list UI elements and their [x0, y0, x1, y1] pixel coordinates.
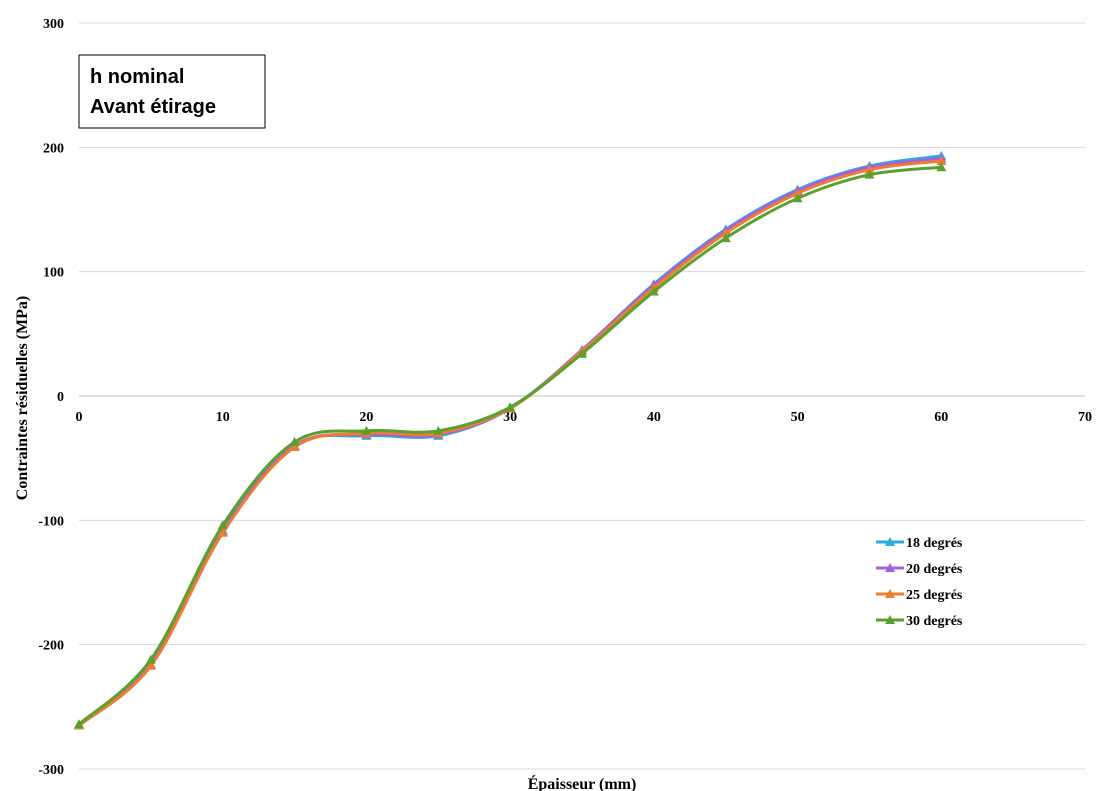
data-point [864, 164, 875, 174]
data-point [289, 441, 300, 451]
series-2 [74, 153, 947, 730]
legend-swatch-marker [885, 563, 895, 572]
series-3 [74, 156, 947, 730]
legend-swatch-marker [885, 589, 895, 598]
data-point [505, 402, 516, 412]
series-line [77, 159, 943, 727]
x-tick-label: 70 [1078, 410, 1092, 425]
data-point [217, 520, 228, 530]
legend-label: 18 degrés [906, 536, 963, 551]
annotation-line-1: h nominal [90, 66, 184, 88]
data-point [648, 286, 659, 296]
y-tick-label: 300 [43, 17, 64, 32]
y-tick-label: -100 [38, 514, 64, 529]
x-axis-title: Épaisseur (mm) [528, 774, 637, 791]
legend-item: 25 degrés [876, 588, 963, 603]
x-tick-labels: 0 10 20 30 40 50 60 70 [76, 410, 1093, 425]
x-tick-label: 50 [791, 410, 805, 425]
series-line [77, 157, 943, 727]
legend-item: 30 degrés [876, 614, 963, 629]
data-point [433, 425, 444, 435]
y-tick-label: -300 [38, 763, 64, 778]
annotation-line-2: Avant étirage [90, 96, 216, 118]
grid-lines [79, 22, 1085, 770]
y-tick-label: -200 [38, 639, 64, 654]
y-tick-label: 0 [57, 390, 64, 405]
data-point [74, 719, 84, 729]
x-tick-label: 10 [216, 410, 230, 425]
legend-label: 25 degrés [906, 588, 963, 603]
data-point [361, 425, 372, 435]
data-point [145, 660, 156, 670]
series-line [77, 165, 943, 726]
legend-label: 30 degrés [906, 614, 963, 629]
series-line [77, 154, 943, 727]
legend: 18 degrés 20 degrés 25 degrés 30 degrés [876, 536, 963, 629]
legend-label: 20 degrés [906, 562, 963, 577]
data-point [145, 654, 156, 664]
y-axis-title: Contraintes résiduelles (MPa) [14, 296, 31, 500]
series-group [74, 151, 947, 730]
y-tick-label: 200 [43, 141, 64, 156]
data-point [217, 527, 228, 537]
data-point [289, 437, 300, 447]
data-point [864, 169, 875, 179]
series-1 [74, 151, 947, 730]
data-point [936, 156, 947, 166]
legend-item: 18 degrés [876, 536, 963, 551]
data-point [792, 188, 803, 198]
y-tick-label: 100 [43, 266, 64, 281]
x-tick-label: 30 [503, 410, 517, 425]
x-tick-label: 40 [647, 410, 661, 425]
data-point [936, 162, 947, 172]
data-point [720, 233, 731, 243]
legend-swatch-marker [885, 537, 895, 546]
annotation-box: h nominal Avant étirage [78, 54, 266, 129]
legend-swatch-marker [885, 615, 895, 624]
x-tick-label: 20 [359, 410, 373, 425]
data-point [792, 193, 803, 203]
x-tick-label: 0 [76, 410, 83, 425]
legend-item: 20 degrés [876, 562, 963, 577]
x-tick-label: 60 [934, 410, 948, 425]
y-tick-labels: -300 -200 -100 0 100 200 300 [38, 17, 64, 778]
data-point [577, 348, 587, 358]
series-4 [74, 162, 947, 729]
